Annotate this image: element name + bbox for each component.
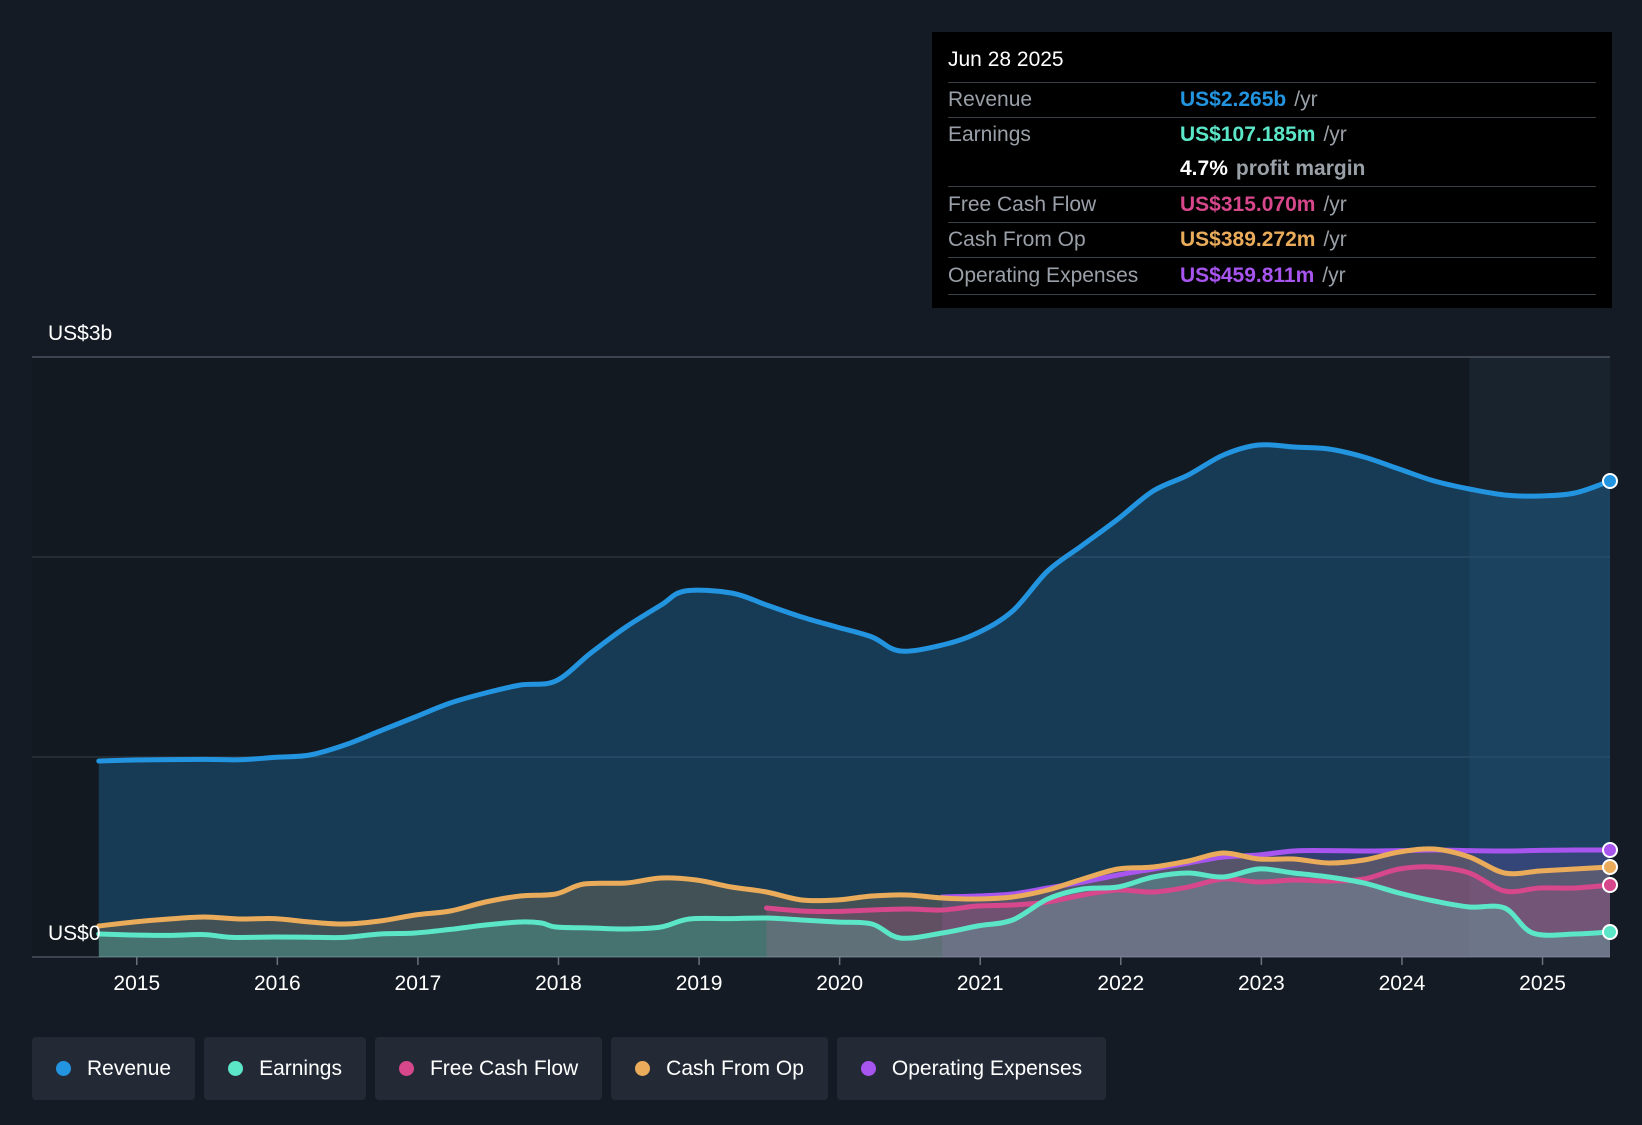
- x-tick-label-2022: 2022: [1097, 972, 1144, 995]
- legend-label: Cash From Op: [666, 1056, 804, 1080]
- tooltip-label: Revenue: [948, 88, 1033, 111]
- revenue-area: [98, 444, 1610, 958]
- tooltip-unit: profit margin: [1235, 157, 1366, 180]
- tooltip-row-cash-from-op: Cash From Op US$389.272m/yr: [948, 223, 1596, 258]
- x-tick-label-2019: 2019: [676, 972, 723, 995]
- x-tick-label-2024: 2024: [1379, 972, 1426, 995]
- earnings-end-marker: [1602, 924, 1618, 940]
- tooltip-unit: /yr: [1323, 192, 1347, 216]
- tooltip-unit: /yr: [1323, 123, 1347, 146]
- data-tooltip: Jun 28 2025 Revenue US$2.265b/yr Earning…: [932, 32, 1612, 308]
- legend-label: Earnings: [259, 1056, 342, 1080]
- legend-item-free-cash-flow[interactable]: Free Cash Flow: [374, 1037, 603, 1100]
- cash-from-op-line: [96, 846, 1613, 929]
- free-cash-flow-dot-icon: [398, 1061, 414, 1076]
- tooltip-row-revenue: Revenue US$2.265b/yr: [948, 83, 1596, 118]
- x-tick-label-2020: 2020: [816, 972, 863, 995]
- legend-item-earnings[interactable]: Earnings: [204, 1037, 366, 1100]
- tooltip-value: US$389.272m: [1180, 228, 1316, 251]
- free-cash-flow-line: [764, 864, 1613, 915]
- tooltip-value: US$315.070m: [1180, 192, 1316, 216]
- revenue-dot-icon: [56, 1061, 71, 1076]
- plot-background: [32, 357, 1610, 957]
- revenue-line: [96, 442, 1613, 764]
- tooltip-value: US$107.185m: [1180, 123, 1316, 146]
- tooltip-value: US$2.265b: [1180, 88, 1287, 111]
- legend-item-cash-from-op[interactable]: Cash From Op: [611, 1037, 828, 1100]
- revenue-end-marker: [1602, 473, 1618, 489]
- earnings-area: [98, 868, 1610, 957]
- operating-expenses-dot-icon: [860, 1061, 876, 1076]
- earnings-line: [96, 866, 1613, 941]
- free-cash-flow-area: [766, 866, 1610, 957]
- tooltip-label: Free Cash Flow: [948, 192, 1097, 216]
- legend-label: Free Cash Flow: [429, 1056, 579, 1080]
- cash-from-op-end-marker: [1602, 859, 1618, 875]
- tooltip-label: Earnings: [948, 123, 1031, 146]
- x-tick-label-2018: 2018: [535, 972, 582, 995]
- tooltip-unit: /yr: [1322, 264, 1346, 287]
- x-tick-label-2025: 2025: [1519, 972, 1566, 995]
- legend-item-operating-expenses[interactable]: Operating Expenses: [836, 1037, 1107, 1100]
- x-tick-label-2021: 2021: [957, 972, 1004, 995]
- x-tick-label-2017: 2017: [395, 972, 442, 995]
- x-tick-label-2016: 2016: [254, 972, 301, 995]
- tooltip-row-earnings: Earnings US$107.185m/yr: [948, 118, 1596, 152]
- tooltip-value: 4.7%: [1180, 157, 1228, 180]
- tooltip-unit: /yr: [1294, 88, 1318, 111]
- earnings-dot-icon: [228, 1061, 244, 1076]
- tooltip-row-operating-expenses: Operating Expenses US$459.811m/yr: [948, 258, 1596, 295]
- tooltip-value: US$459.811m: [1180, 264, 1315, 287]
- cash-from-op-dot-icon: [635, 1061, 651, 1076]
- legend-label: Revenue: [87, 1056, 172, 1080]
- tooltip-date: Jun 28 2025: [948, 46, 1596, 83]
- chart-legend: Revenue Earnings Free Cash Flow Cash Fro…: [32, 1037, 1107, 1100]
- y-axis-top-label: US$3b: [48, 322, 112, 345]
- tooltip-row-free-cash-flow: Free Cash Flow US$315.070m/yr: [948, 187, 1596, 223]
- tooltip-row-profit-margin: 4.7% profit margin: [948, 152, 1596, 187]
- x-tick-label-2023: 2023: [1238, 972, 1285, 995]
- x-tick-label-2015: 2015: [113, 972, 160, 995]
- tooltip-label: Operating Expenses: [948, 264, 1139, 287]
- tooltip-unit: /yr: [1323, 228, 1347, 251]
- y-axis-bottom-label: US$0: [48, 922, 101, 945]
- recent-period-band: [1469, 357, 1610, 957]
- legend-label: Operating Expenses: [891, 1056, 1083, 1080]
- tooltip-label: Cash From Op: [948, 228, 1086, 251]
- free-cash-flow-end-marker: [1602, 877, 1618, 893]
- legend-item-revenue[interactable]: Revenue: [32, 1037, 196, 1100]
- operating-expenses-end-marker: [1602, 842, 1618, 858]
